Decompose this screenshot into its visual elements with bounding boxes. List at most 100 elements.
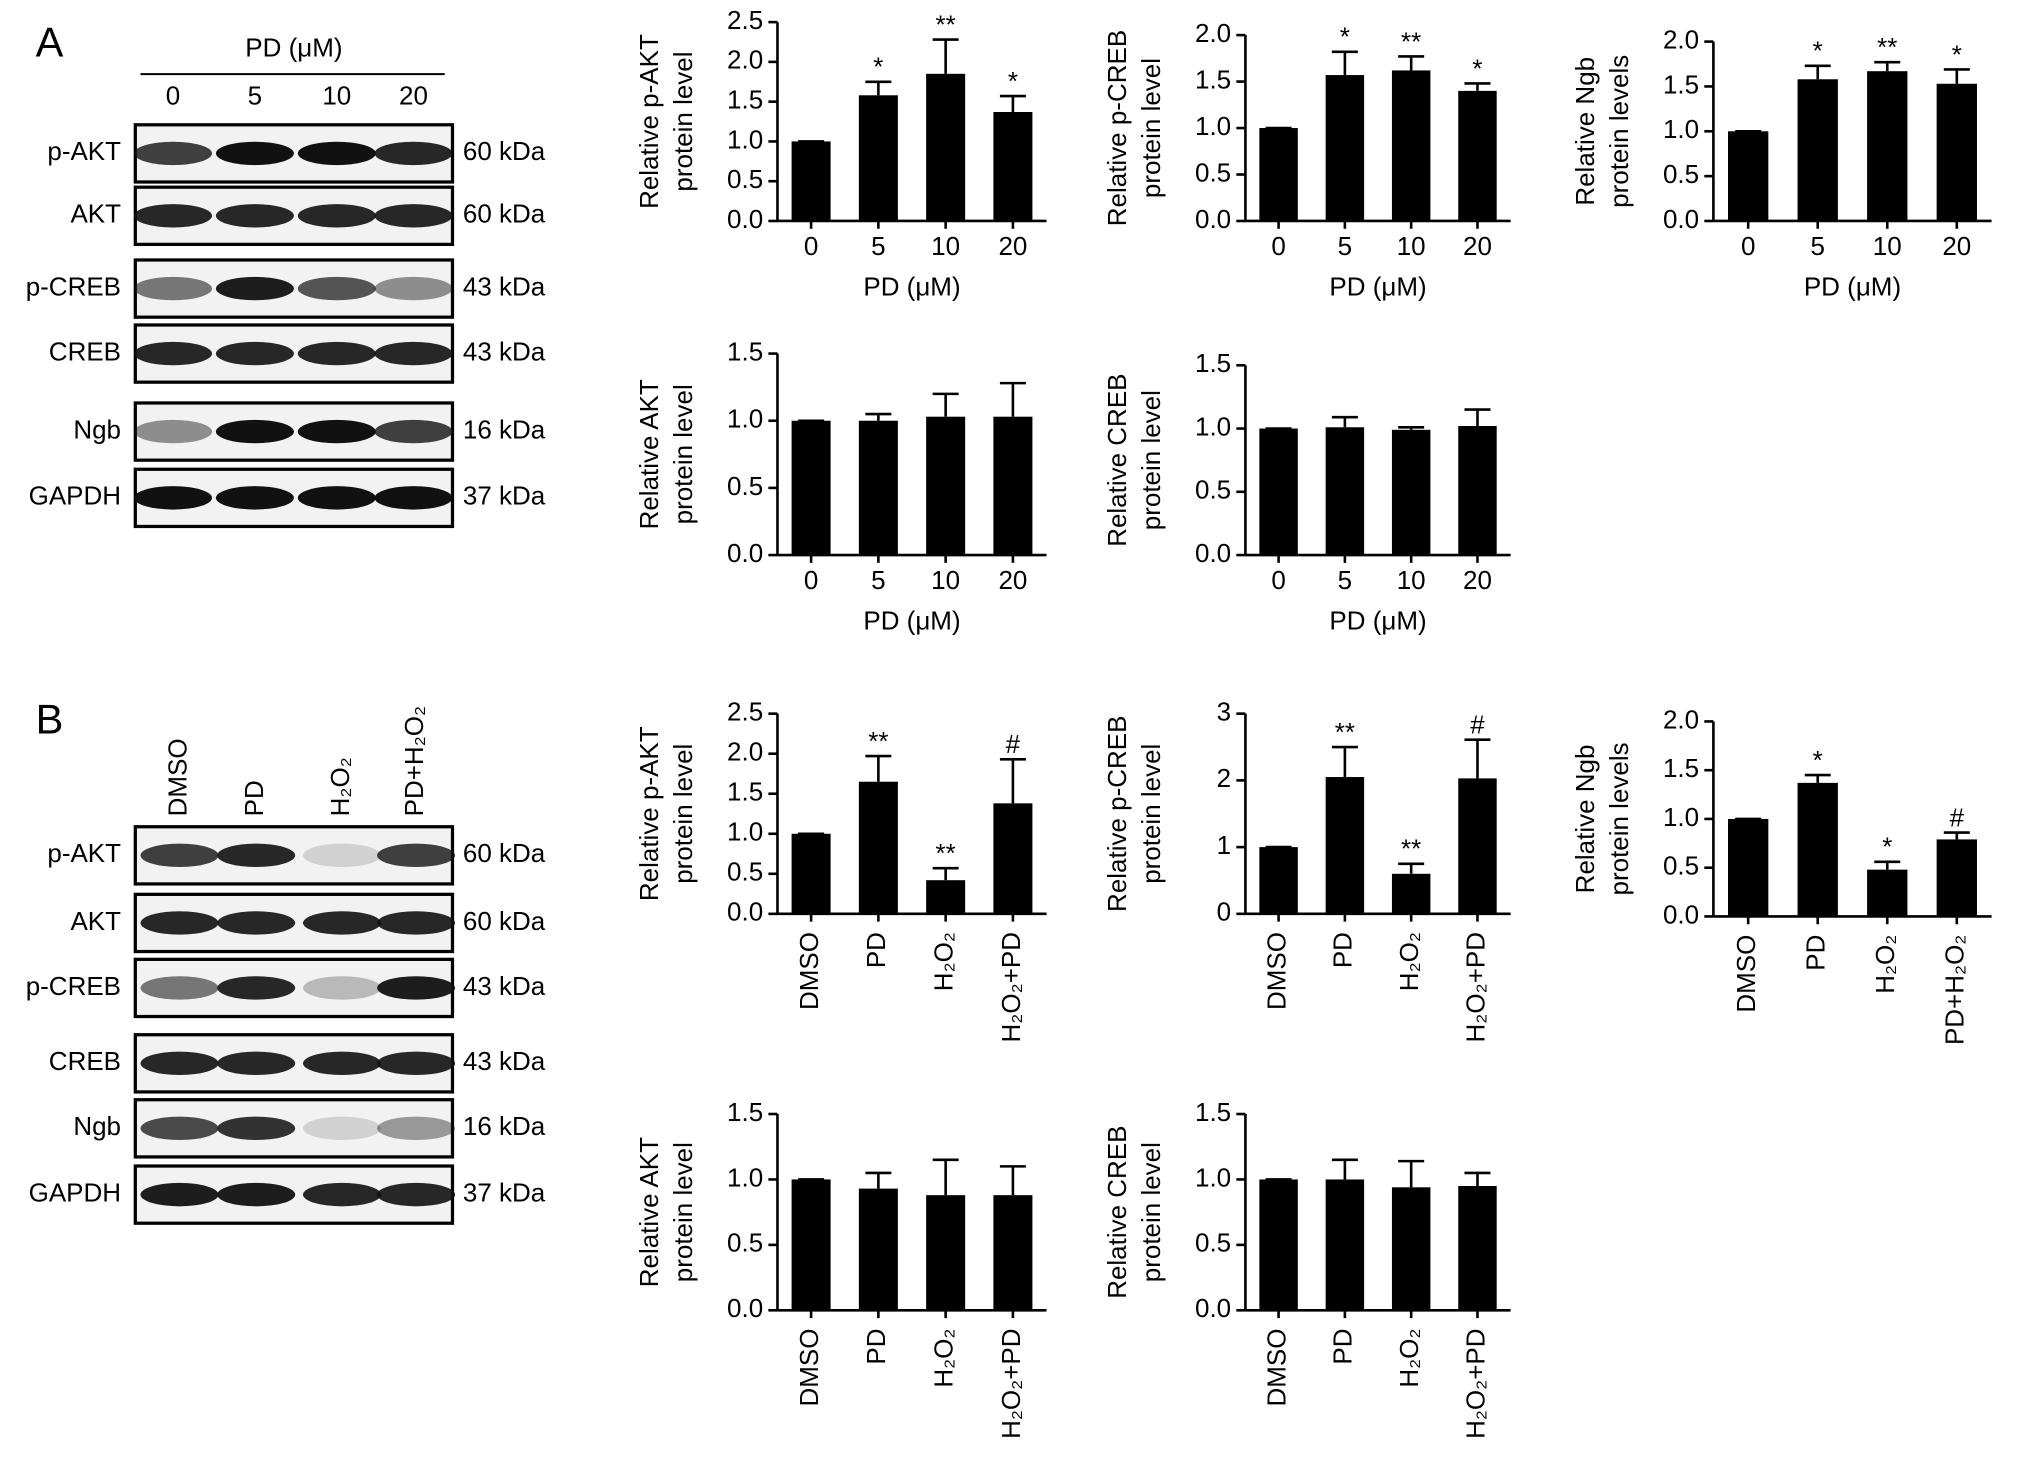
blot-band xyxy=(377,1051,456,1076)
y-axis-label: protein level xyxy=(668,1142,698,1282)
size-label: 37 kDa xyxy=(463,1177,546,1207)
x-tick-label: 0 xyxy=(804,565,818,595)
size-label: 60 kDa xyxy=(463,136,546,166)
y-tick-label: 0.5 xyxy=(727,1228,763,1258)
x-tick-label: 5 xyxy=(871,231,885,261)
bar xyxy=(1458,778,1497,914)
y-tick-label: 1.0 xyxy=(1195,1162,1231,1192)
y-tick-label: 1.5 xyxy=(727,336,763,366)
significance: * xyxy=(1813,36,1823,66)
blot-band xyxy=(140,843,219,868)
row-label: p-AKT xyxy=(47,838,121,868)
y-axis-label: protein level xyxy=(668,51,698,191)
blot-band xyxy=(215,276,294,301)
blot-band xyxy=(215,341,294,366)
blot-band xyxy=(302,1116,381,1141)
y-tick-label: 1.0 xyxy=(1663,114,1699,144)
x-axis-label: PD (μM) xyxy=(863,271,960,301)
significance: * xyxy=(1813,745,1823,775)
bar xyxy=(858,420,898,556)
row-label: Ngb xyxy=(73,1111,121,1141)
size-label: 60 kDa xyxy=(463,906,546,936)
blot-band xyxy=(374,486,453,510)
x-tick-label: 5 xyxy=(1810,231,1824,261)
significance: * xyxy=(1008,66,1018,96)
blot-band xyxy=(140,1116,219,1141)
y-tick-label: 1.0 xyxy=(1195,111,1231,141)
bar xyxy=(858,95,898,221)
blot-band xyxy=(140,911,219,935)
bar xyxy=(1259,1179,1298,1311)
row-label: Ngb xyxy=(73,414,121,444)
y-axis-label: Relative CREB xyxy=(1102,374,1132,547)
significance: ** xyxy=(1877,32,1897,62)
blot-band xyxy=(297,486,376,510)
y-tick-label: 1.5 xyxy=(727,85,763,115)
bar xyxy=(1797,79,1838,221)
y-tick-label: 0.0 xyxy=(727,204,763,234)
y-tick-label: 1.5 xyxy=(1195,1097,1231,1127)
x-tick-label: H₂O₂ xyxy=(1394,932,1424,991)
y-axis-label: Relative p-CREB xyxy=(1102,716,1132,912)
bar xyxy=(926,73,966,221)
bar xyxy=(1936,839,1977,917)
y-tick-label: 2.0 xyxy=(1663,24,1699,54)
y-axis-label: Relative AKT xyxy=(634,379,664,529)
y-axis-label: Relative p-CREB xyxy=(1102,30,1132,226)
y-tick-label: 0.5 xyxy=(1663,851,1699,881)
blot-band xyxy=(217,976,296,1000)
significance: * xyxy=(1340,22,1350,52)
blot-band xyxy=(217,1116,296,1141)
bar xyxy=(1728,131,1769,221)
bar xyxy=(993,416,1033,556)
blot-band xyxy=(134,341,213,366)
lane-label: 0 xyxy=(166,80,180,110)
x-tick-label: 10 xyxy=(931,565,960,595)
significance: * xyxy=(873,52,883,82)
x-tick-label: 5 xyxy=(871,565,885,595)
y-axis-label: protein level xyxy=(668,744,698,884)
x-tick-label: H₂O₂ xyxy=(1394,1329,1424,1388)
y-tick-label: 0.0 xyxy=(727,897,763,927)
x-tick-label: PD xyxy=(861,1329,891,1365)
lane-label: 20 xyxy=(399,80,428,110)
x-tick-label: 5 xyxy=(1338,231,1352,261)
significance: ** xyxy=(936,9,956,39)
x-tick-label: 0 xyxy=(1271,231,1285,261)
bar xyxy=(1259,128,1298,221)
x-tick-label: PD+H₂O₂ xyxy=(1940,935,1970,1045)
bar xyxy=(926,416,966,556)
bar xyxy=(791,833,831,914)
blot-header: PD (μM) xyxy=(245,32,342,62)
y-tick-label: 0.0 xyxy=(1195,1293,1231,1323)
blot-band xyxy=(134,276,213,301)
row-label: AKT xyxy=(70,906,121,936)
blot-band xyxy=(217,843,296,868)
row-label: GAPDH xyxy=(29,1177,121,1207)
y-axis-label: protein level xyxy=(668,384,698,524)
bar xyxy=(993,1195,1033,1311)
y-axis-label: protein levels xyxy=(1604,742,1634,895)
y-axis-label: protein level xyxy=(1136,744,1166,884)
x-tick-label: 20 xyxy=(1463,565,1492,595)
blot-band xyxy=(134,486,213,510)
blot-band xyxy=(134,204,213,228)
bar xyxy=(1458,426,1497,556)
blot-band xyxy=(302,1051,381,1076)
y-axis-label: protein level xyxy=(1136,390,1166,530)
bar xyxy=(1458,1185,1497,1311)
x-tick-label: 10 xyxy=(1397,231,1426,261)
y-tick-label: 0.5 xyxy=(1195,157,1231,187)
x-tick-label: H₂O₂+PD xyxy=(1460,932,1490,1042)
significance: # xyxy=(1006,729,1021,759)
significance: # xyxy=(1470,710,1485,740)
bar xyxy=(1936,83,1977,221)
bar xyxy=(1325,1179,1365,1311)
x-tick-label: PD xyxy=(1328,1329,1358,1365)
blot-band xyxy=(377,911,456,935)
panel-label: B xyxy=(36,696,64,743)
blot-band xyxy=(374,141,453,166)
y-axis-label: protein levels xyxy=(1604,55,1634,208)
blot-band xyxy=(377,843,456,868)
blot-band xyxy=(140,976,219,1000)
